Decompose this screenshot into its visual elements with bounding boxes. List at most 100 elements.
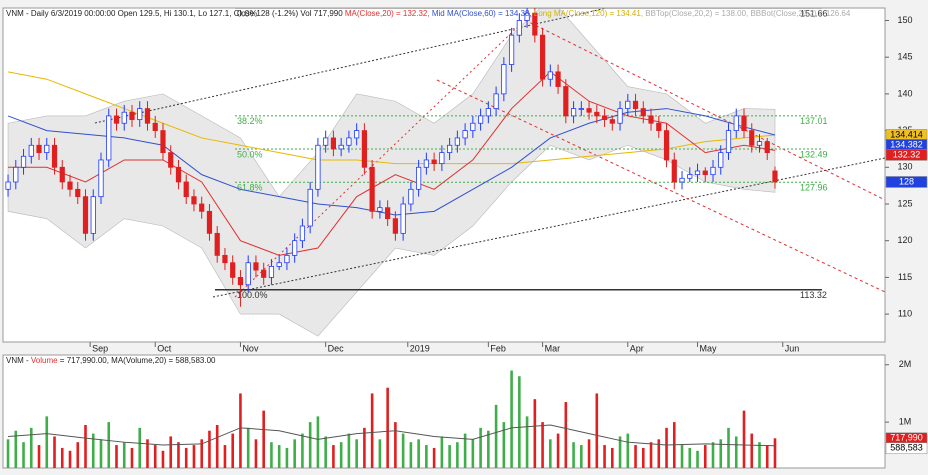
volume-bar [22, 442, 25, 468]
candle-body [423, 159, 429, 168]
fib-level: 50.0% [237, 149, 263, 159]
candle-body [749, 130, 755, 146]
volume-bar [146, 439, 149, 468]
volume-bar [680, 445, 684, 468]
candle-body [354, 130, 360, 139]
candle-body [648, 115, 654, 124]
candle-body [90, 196, 96, 234]
volume-bar [370, 393, 374, 468]
volume-bar [84, 424, 87, 468]
volume-bar [192, 445, 196, 468]
candle-body [733, 115, 739, 131]
candle-body [82, 196, 89, 234]
candle-body [671, 159, 677, 183]
volume-bar [672, 422, 676, 468]
volume-bar [107, 422, 111, 468]
candle-body [36, 144, 42, 154]
candle-body [431, 159, 437, 165]
x-tick-label: Feb [490, 343, 506, 353]
price-tag [885, 149, 928, 161]
volume-bar [394, 422, 397, 468]
volume-bar [363, 427, 366, 468]
candle-body [152, 122, 158, 131]
y-tick-label: 2M [899, 359, 912, 369]
volume-bar [161, 450, 165, 468]
volume-bar [262, 410, 265, 468]
candle-body [609, 119, 615, 124]
volume-bar [618, 436, 622, 468]
volume-bar [688, 447, 692, 468]
candle-body [59, 166, 65, 183]
header-part: VNM - [6, 356, 31, 365]
volume-bar [711, 442, 715, 468]
volume-bar [316, 416, 320, 468]
volume-bar [727, 427, 730, 468]
volume-bar [471, 439, 475, 468]
candle-body [106, 115, 112, 161]
y-tick-label: 145 [897, 52, 912, 62]
candle-body [555, 71, 561, 87]
candle-body [191, 196, 197, 205]
volume-bar [177, 442, 180, 468]
volume-bar [53, 436, 56, 468]
candle-body [5, 181, 11, 190]
candle-body [307, 188, 313, 227]
trend-line [524, 19, 885, 201]
candle-body [369, 166, 375, 212]
volume-bar [401, 433, 405, 468]
volume-bar [773, 438, 777, 468]
fib-level: 38.2% [237, 116, 263, 126]
volume-bar [494, 404, 498, 468]
fib-level: 0.0% [237, 9, 258, 19]
volume-bar [626, 433, 630, 468]
volume-bar [448, 445, 451, 468]
candle-body [640, 108, 646, 117]
y-tick-label: 150 [897, 15, 912, 25]
candle-body [175, 166, 182, 183]
volume-bar [347, 433, 351, 468]
candle-body [741, 115, 747, 131]
volume-bar [355, 439, 358, 468]
candle-body [454, 137, 460, 146]
candle-body [144, 108, 151, 124]
volume-bar [91, 433, 95, 468]
candle-body [28, 144, 34, 157]
candle-body [67, 181, 73, 190]
candle-body [725, 130, 732, 154]
candle-body [121, 111, 127, 124]
volume-bar [409, 442, 413, 468]
candle-body [772, 170, 778, 183]
fib-value: 151.66 [800, 9, 828, 19]
candle-body [679, 177, 685, 183]
volume-bar [285, 447, 289, 468]
volume-bar [502, 422, 506, 468]
fib-value: 132.49 [800, 149, 828, 159]
y-tick-label: 115 [898, 272, 912, 282]
candle-body [601, 115, 608, 120]
candle-body [129, 111, 135, 120]
candle-body [570, 108, 577, 117]
header-part: VNM - Daily 6/3/2019 00:00:00 Open 129.5… [6, 9, 345, 18]
labels: VNM - Daily 6/3/2019 00:00:00 Open 129.5… [6, 9, 928, 455]
volume-bar [332, 445, 335, 468]
volume-bar [641, 447, 645, 468]
volume-bar [417, 439, 420, 468]
volume-bar [549, 439, 552, 468]
candle-body [687, 174, 693, 179]
candle-body [586, 108, 592, 113]
volume-bar [130, 447, 134, 468]
x-tick-label: Dec [328, 343, 345, 353]
candle-body [625, 100, 631, 109]
candle-body [276, 262, 282, 267]
volume-bar [215, 424, 219, 468]
trend-line [234, 19, 526, 298]
x-tick-label: Nov [242, 343, 259, 353]
candle-body [75, 188, 81, 198]
candle-body [284, 254, 290, 264]
candle-body [330, 137, 337, 150]
volume-bar [246, 427, 250, 468]
header-part: = 717,990.00, MA(Volume,20) = 588,583.00 [58, 356, 216, 365]
candle-body [516, 20, 522, 36]
volume-plot [6, 370, 777, 468]
